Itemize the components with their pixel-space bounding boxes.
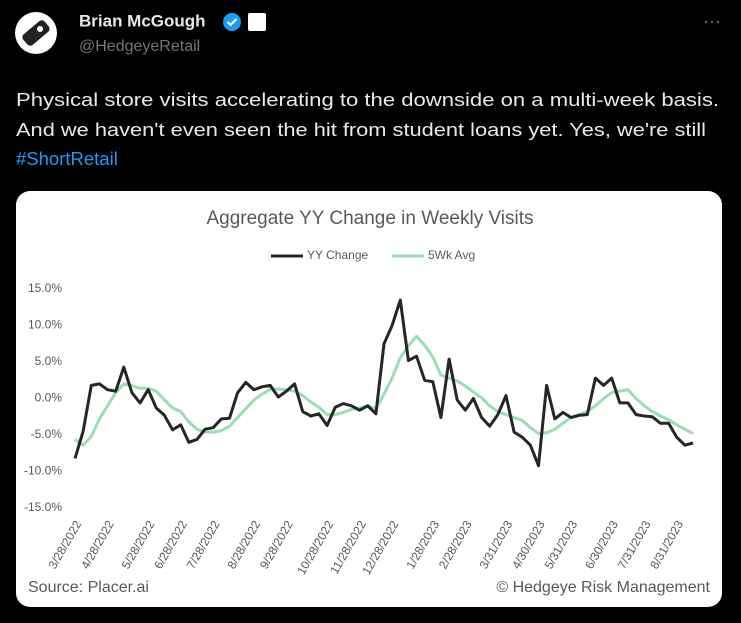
chart-card[interactable] [16,191,722,607]
y-tick-label: 10.0% [28,318,62,332]
author-handle[interactable]: @HedgeyeRetail [79,38,200,55]
hashtag[interactable]: #ShortRetail [16,148,118,169]
tweet-text: And we haven't even seen the hit from st… [16,119,706,140]
y-tick-label: -5.0% [31,427,63,441]
series-line [74,334,694,447]
legend-label: 5Wk Avg [428,248,475,262]
y-tick-label: 5.0% [35,354,63,368]
y-tick-label: 0.0% [35,391,63,405]
y-tick-label: 15.0% [28,281,62,295]
y-tick-label: -15.0% [24,500,62,514]
legend-label: YY Change [307,248,368,262]
series-line [73,298,694,468]
chart-credit: © Hedgeye Risk Management [496,579,710,596]
affiliate-badge[interactable] [248,13,266,31]
chart-title: Aggregate YY Change in Weekly Visits [206,208,533,229]
tweet-text: Physical store visits accelerating to th… [16,89,719,110]
author-name[interactable]: Brian McGough [79,11,206,30]
avatar[interactable] [15,12,57,54]
y-tick-label: -10.0% [24,464,62,478]
chart-source: Source: Placer.ai [28,579,149,596]
more-menu[interactable]: ··· [703,11,721,31]
verified-badge [223,13,241,31]
